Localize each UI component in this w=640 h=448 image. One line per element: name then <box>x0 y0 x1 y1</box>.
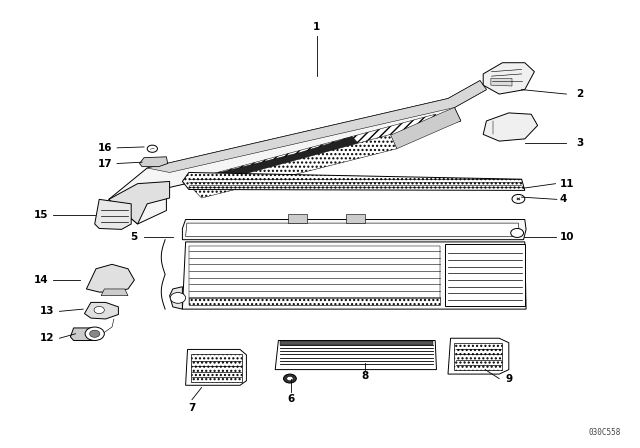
Polygon shape <box>483 113 538 141</box>
Polygon shape <box>95 199 131 229</box>
Text: 7: 7 <box>188 403 196 413</box>
Polygon shape <box>70 328 99 340</box>
Polygon shape <box>191 354 242 382</box>
Polygon shape <box>346 214 365 223</box>
Circle shape <box>287 376 293 381</box>
Circle shape <box>94 306 104 314</box>
Text: 030C558: 030C558 <box>588 428 621 437</box>
Polygon shape <box>454 343 502 370</box>
Polygon shape <box>445 244 525 306</box>
Polygon shape <box>101 289 128 296</box>
Polygon shape <box>109 181 170 224</box>
Text: 16: 16 <box>97 143 112 153</box>
Text: 3: 3 <box>576 138 583 148</box>
Polygon shape <box>109 81 486 224</box>
Text: 2: 2 <box>576 89 583 99</box>
Polygon shape <box>192 134 397 198</box>
Text: 10: 10 <box>560 233 575 242</box>
Circle shape <box>284 374 296 383</box>
Circle shape <box>147 145 157 152</box>
Circle shape <box>90 330 100 337</box>
Polygon shape <box>86 264 134 292</box>
Polygon shape <box>448 338 509 374</box>
Polygon shape <box>182 172 525 190</box>
Polygon shape <box>211 137 358 184</box>
Text: 5: 5 <box>131 233 138 242</box>
Text: 15: 15 <box>33 210 48 220</box>
Polygon shape <box>182 242 526 309</box>
Circle shape <box>511 228 524 237</box>
Polygon shape <box>170 287 182 309</box>
Polygon shape <box>192 114 445 189</box>
Polygon shape <box>280 341 433 345</box>
Polygon shape <box>147 81 486 172</box>
Polygon shape <box>483 63 534 94</box>
Polygon shape <box>288 214 307 223</box>
Text: 9: 9 <box>506 374 513 383</box>
Polygon shape <box>186 349 246 385</box>
Text: 13: 13 <box>40 306 54 316</box>
Circle shape <box>512 194 525 203</box>
Polygon shape <box>186 223 520 237</box>
Polygon shape <box>189 246 440 305</box>
Text: 12: 12 <box>40 333 54 343</box>
Polygon shape <box>140 157 168 167</box>
Text: 11: 11 <box>560 179 575 189</box>
Text: 1: 1 <box>313 22 321 32</box>
Text: 6: 6 <box>287 394 295 404</box>
Text: 4: 4 <box>560 194 568 204</box>
Polygon shape <box>84 302 118 319</box>
Circle shape <box>170 293 186 303</box>
Polygon shape <box>182 220 526 240</box>
Polygon shape <box>189 297 440 305</box>
Polygon shape <box>390 108 461 149</box>
Polygon shape <box>275 340 436 370</box>
Polygon shape <box>491 78 512 86</box>
Text: 17: 17 <box>97 159 112 168</box>
Text: 8: 8 <box>361 371 369 381</box>
Text: 14: 14 <box>33 275 48 285</box>
Circle shape <box>85 327 104 340</box>
